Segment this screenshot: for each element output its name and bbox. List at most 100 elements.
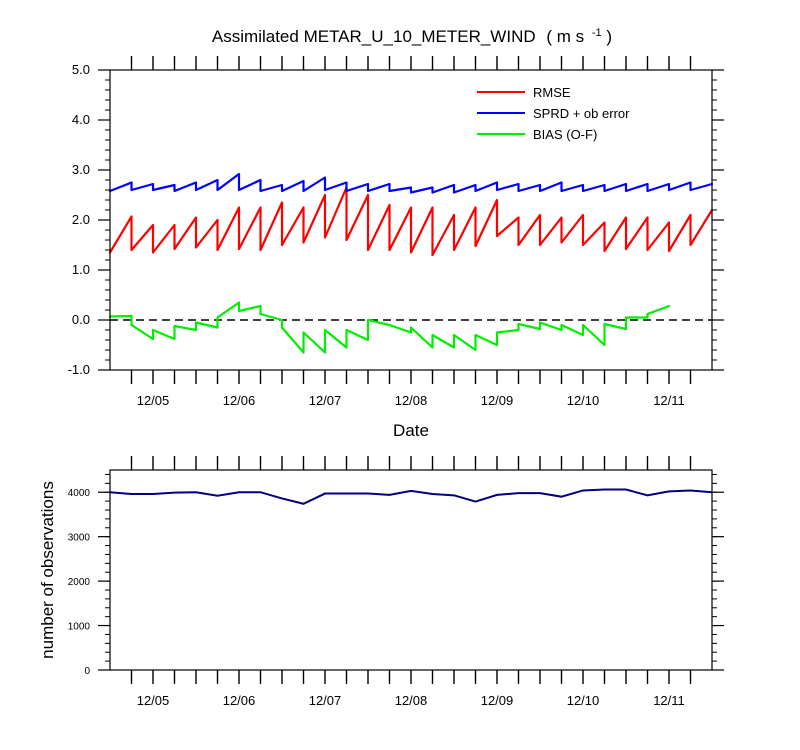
series-sprd-ob-error-segment xyxy=(646,182,671,193)
legend-label-sprd-ob-error: SPRD + ob error xyxy=(533,106,630,121)
x-tick-label: 12/08 xyxy=(395,393,428,408)
series-rmse xyxy=(108,186,714,257)
series-sprd-ob-error-segment xyxy=(151,183,176,192)
series-bias-o-f-segment xyxy=(581,323,606,347)
series-bias-o-f-segment xyxy=(323,328,348,349)
x-tick-label: 12/06 xyxy=(223,393,256,408)
series-bias-o-f-segment xyxy=(237,304,262,313)
obs-count-point xyxy=(324,492,326,495)
obs-count-point xyxy=(560,495,563,498)
obs-count-point xyxy=(582,489,584,492)
series-bias-o-f-segment xyxy=(130,323,155,341)
series-rmse-segment xyxy=(452,206,477,252)
bottom-series-group xyxy=(109,488,713,505)
obs-count-point xyxy=(517,492,520,494)
series-sprd-ob-error-segment xyxy=(173,181,198,193)
x-tick-label: 12/05 xyxy=(137,693,170,708)
obs-count-point xyxy=(625,488,627,491)
obs-count-point xyxy=(216,494,219,497)
series-rmse-segment xyxy=(130,223,155,252)
series-rmse-segment xyxy=(323,186,348,239)
obs-count-point xyxy=(130,493,133,495)
obs-count-point xyxy=(152,493,154,495)
top-plot-frame xyxy=(109,69,713,371)
x-tick-label: 12/11 xyxy=(653,393,685,408)
bottom-plot-frame xyxy=(109,469,713,671)
series-bias-o-f-segment xyxy=(452,333,477,352)
series-bias-o-f-segment xyxy=(603,322,628,331)
series-rmse-segment xyxy=(431,213,456,257)
series-rmse-segment xyxy=(151,223,176,254)
chart-title-units-sup: -1 xyxy=(592,27,602,39)
series-rmse-segment xyxy=(667,213,692,253)
series-rmse-segment xyxy=(194,218,219,249)
series-rmse-segment xyxy=(216,206,241,252)
y-tick-label: 1.0 xyxy=(72,262,90,277)
series-rmse-segment xyxy=(646,221,671,252)
series-bias-o-f xyxy=(108,301,671,354)
series-sprd-ob-error-segment xyxy=(216,172,241,192)
bottom-panel: 0 1000 2000 3000 4000 12/05 12/06 12/07 12/08 12/… xyxy=(38,456,724,708)
obs-count-point xyxy=(238,491,240,494)
series-rmse-segment xyxy=(388,206,413,252)
series-bias-o-f-segment xyxy=(474,333,499,347)
series-sprd-ob-error-segment xyxy=(259,183,284,193)
obs-count-point xyxy=(603,488,606,491)
series-sprd-ob-error-segment xyxy=(538,181,563,193)
series-rmse-segment xyxy=(108,215,133,254)
series-sprd-ob-error-segment xyxy=(667,181,692,192)
series-sprd-ob-error-segment xyxy=(560,183,585,193)
series-rmse-segment xyxy=(237,206,262,251)
y-tick-label: 0 xyxy=(84,666,90,677)
y-tick-label: 4000 xyxy=(68,488,91,499)
top-x-axis-label: Date xyxy=(393,421,429,440)
y-tick-label: 5.0 xyxy=(72,62,90,77)
bottom-ticks-group xyxy=(98,456,724,684)
y-tick-label: 2000 xyxy=(68,577,91,588)
series-rmse-segment xyxy=(345,193,370,242)
series-bias-o-f-segment xyxy=(108,314,133,318)
series-rmse-segment xyxy=(689,208,714,247)
series-sprd-ob-error-segment xyxy=(130,182,155,192)
series-bias-o-f-segment xyxy=(194,321,219,329)
chart-title-units: ( m s xyxy=(546,27,584,46)
chart-title: Assimilated METAR_U_10_METER_WIND ( m s … xyxy=(212,21,612,46)
y-tick-label: 2.0 xyxy=(72,212,90,227)
obs-count-point xyxy=(173,491,176,494)
series-sprd-ob-error-segment xyxy=(517,183,542,193)
series-bias-o-f-segment xyxy=(173,324,198,332)
bottom-y-axis-label: number of observations xyxy=(38,481,57,659)
series-bias-o-f-segment xyxy=(495,328,520,334)
series-rmse-segment xyxy=(474,198,499,248)
legend-label-rmse: RMSE xyxy=(533,85,571,100)
series-sprd-ob-error-segment xyxy=(323,181,348,192)
series-bias-o-f-segment xyxy=(345,328,370,342)
series-sprd-ob-error-segment xyxy=(409,186,434,194)
series-bias-o-f-segment xyxy=(302,331,327,354)
top-ticks-group xyxy=(98,56,724,384)
obs-count-point xyxy=(431,493,434,495)
series-rmse-segment xyxy=(495,216,520,238)
series-bias-o-f-segment xyxy=(560,323,585,337)
y-tick-label: 0.0 xyxy=(72,312,90,327)
series-sprd-ob-error-segment xyxy=(280,179,305,193)
series-sprd-ob-error-segment xyxy=(452,183,477,194)
series-rmse-segment xyxy=(302,193,327,244)
series-rmse-segment xyxy=(581,221,606,247)
series-bias-o-f-segment xyxy=(151,328,176,341)
series-rmse-segment xyxy=(366,203,391,252)
legend: RMSE SPRD + ob error BIAS (O-F) xyxy=(477,85,630,142)
x-tick-label: 12/11 xyxy=(653,693,685,708)
series-rmse-segment xyxy=(603,216,628,253)
series-sprd-ob-error-segment xyxy=(689,182,714,192)
series-sprd-ob-error-segment xyxy=(603,182,628,193)
series-sprd-ob-error-segment xyxy=(474,181,499,193)
series-rmse-segment xyxy=(624,216,649,251)
obs-count-point xyxy=(646,494,649,497)
x-tick-label: 12/07 xyxy=(309,693,342,708)
series-rmse-segment xyxy=(173,216,198,251)
x-tick-label: 12/10 xyxy=(567,693,600,708)
obs-count-point xyxy=(410,490,412,492)
y-tick-label: 1000 xyxy=(68,622,91,633)
y-tick-label: 4.0 xyxy=(72,112,90,127)
